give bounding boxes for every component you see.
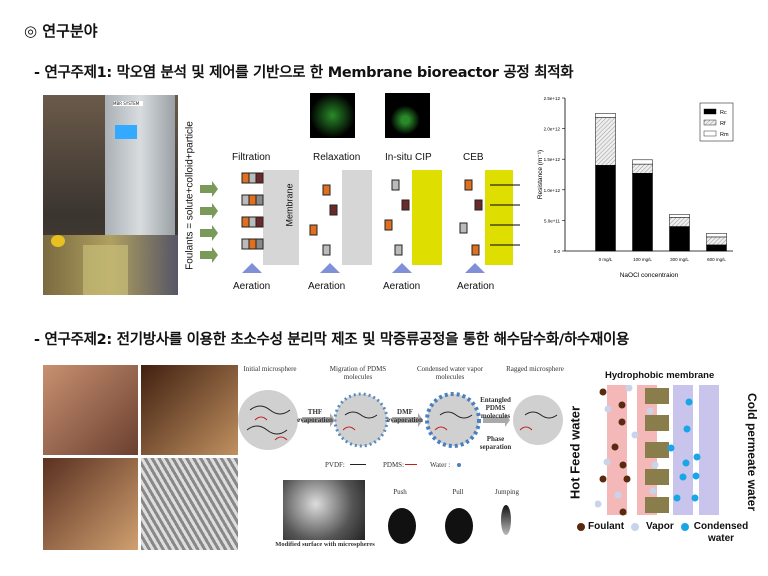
- bar-rf: [706, 236, 727, 246]
- y-tick-label: 1.0e+12: [544, 188, 561, 193]
- bar-rf: [595, 117, 616, 166]
- legend-swatch-rm: [703, 130, 717, 137]
- stage-insitu-cip: In-situ CIP: [385, 152, 432, 163]
- bar-rc: [706, 244, 727, 252]
- arrow-thf: THF evaporation: [297, 408, 333, 424]
- membrane-label: Membrane: [284, 183, 295, 227]
- aeration-label-4: Aeration: [457, 281, 495, 292]
- arrow-entangled: Entangled PDMS molecules: [480, 396, 511, 420]
- nanofiber-sem-photo: [141, 458, 238, 550]
- x-tick-label: 100 mg/L: [633, 257, 652, 262]
- stage-initial: Initial microsphere: [243, 365, 297, 373]
- y-tick-label: 0.0: [554, 249, 561, 254]
- stage-filtration: Filtration: [232, 152, 271, 163]
- electrospinning-photo-1: [43, 365, 138, 455]
- bar-rc: [595, 165, 616, 252]
- stage-relaxation: Relaxation: [313, 152, 361, 163]
- cold-permeate-label: Cold permeate water: [745, 392, 759, 512]
- section-title: ◎ 연구분야: [24, 22, 98, 40]
- legend-condensed: Condensed water: [693, 521, 749, 544]
- confocal-image-2: [385, 93, 430, 138]
- legend-foulant: Foulant: [588, 521, 625, 532]
- drop-label-jumping: Jumping: [494, 488, 520, 496]
- electrospinning-photo-2: [141, 365, 238, 455]
- bar-rm: [632, 159, 653, 165]
- y-tick-label: 1.5e+12: [544, 157, 561, 162]
- droplet-pull: [445, 508, 473, 544]
- legend-vapor: Vapor: [646, 521, 674, 532]
- mbr-system-photo: MBR SYSTEM: [43, 95, 178, 295]
- stage-condensed: Condensed water vapor molecules: [416, 365, 484, 381]
- fouling-layers-graphic: [200, 170, 520, 273]
- legend-pdms: PDMS:: [383, 461, 405, 469]
- drop-label-push: Push: [393, 488, 407, 496]
- fouling-control-diagram: Foulants = solute+colloid+particle Filtr…: [180, 90, 520, 300]
- bar-rc: [632, 173, 653, 252]
- hot-feed-label: Hot Feed water: [567, 405, 583, 500]
- condensed-legend-dot: [681, 523, 689, 531]
- vapor-legend-dot: [631, 523, 639, 531]
- mbr-panel-label: MBR SYSTEM: [113, 101, 143, 106]
- droplet-jumping: [501, 505, 511, 535]
- arrow-dmf: DMF evaporation: [387, 408, 423, 424]
- foulant-legend-dot: [577, 523, 585, 531]
- confocal-image-1: [310, 93, 355, 138]
- legend-label-rc: Rc: [720, 110, 727, 116]
- bar-rf: [632, 163, 653, 174]
- bar-rc: [669, 226, 690, 252]
- x-axis-label: NaOCl concentraion: [620, 272, 679, 279]
- y-tick-label: 2.0e+12: [544, 127, 561, 132]
- y-tick-label: 2.5e+12: [544, 96, 561, 101]
- aeration-label-1: Aeration: [233, 281, 271, 292]
- legend-swatch-rf: [703, 119, 717, 126]
- x-tick-label: 600 mg/L: [707, 257, 726, 262]
- topic2-title: - 연구주제2: 전기방사를 이용한 초소수성 분리막 제조 및 막증류공정을 …: [34, 332, 630, 348]
- sem-caption: Modified surface with microspheres: [275, 541, 375, 548]
- stage-migration: Migration of PDMS molecules: [329, 365, 387, 381]
- legend-water: Water :: [430, 461, 451, 469]
- legend-label-rf: Rf: [720, 121, 726, 127]
- bar-rm: [669, 214, 690, 218]
- electrospinning-photo-3: [43, 458, 138, 550]
- bar-rm: [706, 233, 727, 238]
- x-tick-label: 300 mg/L: [670, 257, 689, 262]
- x-tick-label: 0 mg/L: [599, 257, 613, 262]
- sem-image: [283, 480, 365, 540]
- md-title: Hydrophobic membrane: [605, 370, 715, 381]
- microspheres-graphic: [238, 390, 563, 450]
- legend-pvdf: PVDF:: [325, 461, 345, 469]
- stage-ragged: Ragged microsphere: [506, 365, 564, 373]
- drop-label-pull: Pull: [452, 488, 464, 496]
- bar-rm: [595, 113, 616, 118]
- y-tick-label: 5.0e+11: [544, 218, 561, 223]
- legend-label-rm: Rm: [720, 132, 729, 138]
- y-axis-label: Resistance (m⁻¹): [537, 150, 544, 199]
- topic1-title: - 연구주제1: 막오염 분석 및 제어를 기반으로 한 Membrane bi…: [34, 65, 574, 81]
- md-graphic: [595, 385, 719, 516]
- legend-swatch-rc: [703, 108, 717, 115]
- resistance-chart: 0.0 5.0e+11 1.0e+12 1.5e+12 2.0e+12 2.5e+12 0 …: [537, 96, 734, 279]
- membrane-distillation-diagram: Hydrophobic membrane Hot Feed water Cold…: [565, 360, 765, 550]
- stage-ceb: CEB: [463, 152, 484, 163]
- microsphere-formation-scheme: Initial microsphere Migration of PDMS mo…: [235, 360, 565, 550]
- droplet-push: [388, 508, 416, 544]
- aeration-label-3: Aeration: [383, 281, 421, 292]
- arrow-phase-separation: Phase separation: [479, 435, 512, 451]
- bar-rf: [669, 217, 690, 227]
- aeration-label-2: Aeration: [308, 281, 346, 292]
